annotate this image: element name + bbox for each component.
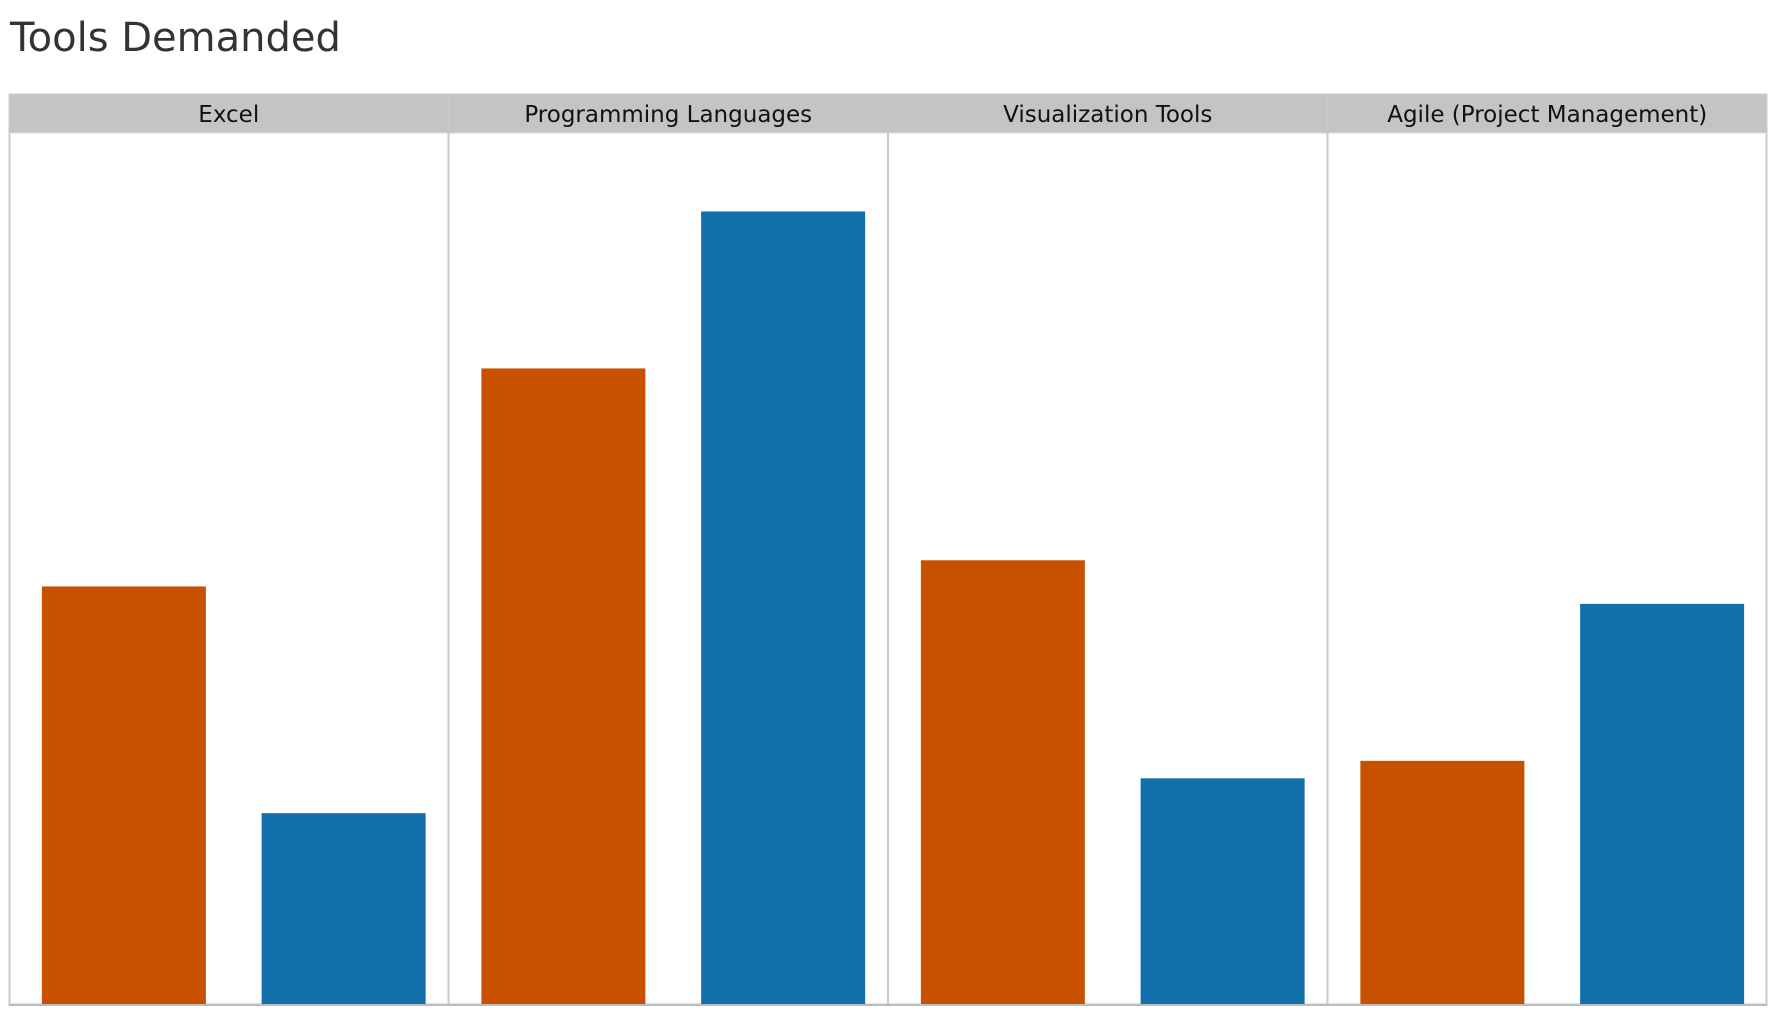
bar-agile-project-management--series-1 xyxy=(1360,760,1525,1005)
chart-title: Tools Demanded xyxy=(10,15,341,61)
bar-excel-series-1 xyxy=(41,586,206,1005)
bar-excel-series-2 xyxy=(261,813,426,1005)
panel-header-label: Programming Languages xyxy=(524,102,812,128)
panel-header-label: Agile (Project Management) xyxy=(1387,102,1707,128)
bar-visualization-tools-series-2 xyxy=(1140,778,1305,1005)
panel-header-label: Visualization Tools xyxy=(1003,102,1212,128)
bar-programming-languages-series-1 xyxy=(481,368,646,1005)
bar-visualization-tools-series-1 xyxy=(920,560,1085,1005)
bar-agile-project-management--series-2 xyxy=(1580,603,1745,1005)
panel-header-label: Excel xyxy=(198,102,259,128)
bar-programming-languages-series-2 xyxy=(701,211,866,1006)
